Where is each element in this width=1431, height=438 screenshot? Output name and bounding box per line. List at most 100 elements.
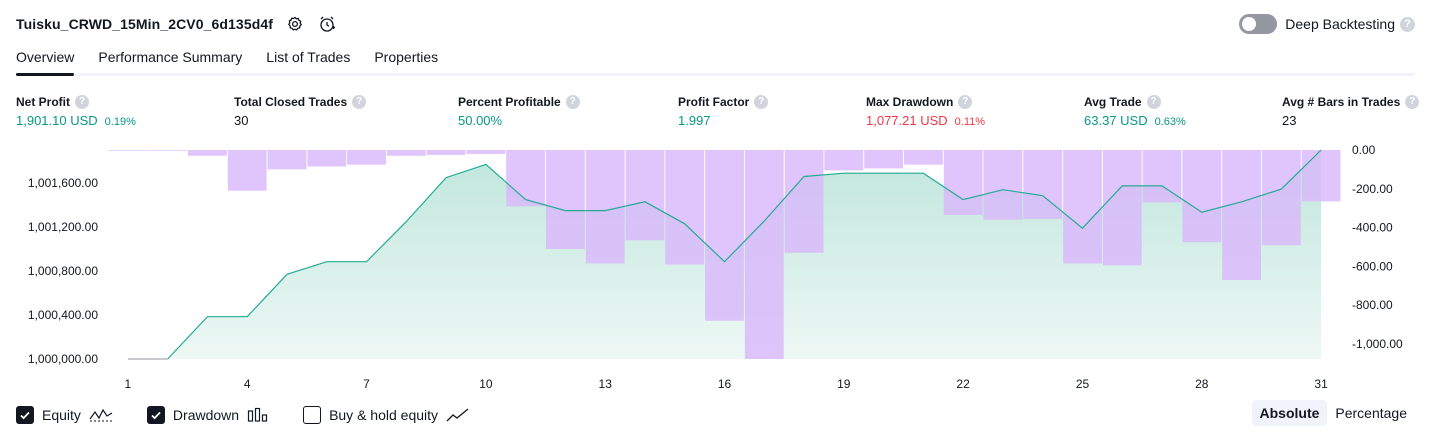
help-icon[interactable]: ?	[1405, 94, 1420, 109]
help-icon[interactable]: ?	[1146, 94, 1161, 109]
metric-value: 1.997	[678, 113, 711, 128]
drawdown-bar	[1182, 150, 1222, 243]
legend-buy-hold-label: Buy & hold equity	[329, 407, 439, 423]
drawdown-bar	[625, 150, 665, 241]
drawdown-bar	[824, 150, 864, 171]
help-icon[interactable]: ?	[754, 94, 769, 109]
x-axis-tick-label: 31	[1314, 377, 1328, 391]
metric-label: Max Drawdown	[866, 94, 954, 109]
drawdown-bar	[864, 150, 903, 169]
left-axis-tick-label: 1,000,000.00	[28, 352, 98, 366]
add-alert-icon[interactable]	[317, 14, 337, 34]
x-axis-tick-label: 28	[1195, 377, 1209, 391]
drawdown-bar	[188, 150, 227, 156]
equity-line	[167, 149, 1322, 360]
metric-avg-bars: Avg # Bars in Trades? 23	[1282, 94, 1420, 128]
metric-net-profit: Net Profit? 1,901.10 USD 0.19%	[16, 94, 136, 128]
drawdown-bar	[744, 150, 784, 359]
x-axis-tick-label: 1	[125, 377, 132, 391]
right-axis-tick-label: -1,000.00	[1352, 337, 1403, 351]
right-axis-tick-label: -200.00	[1352, 182, 1393, 196]
equity-checkbox[interactable]	[16, 406, 34, 424]
drawdown-bars-icon	[247, 407, 269, 423]
deep-backtesting-toggle[interactable]	[1239, 14, 1278, 34]
deep-backtesting-label: Deep Backtesting	[1285, 16, 1395, 32]
x-axis-tick-label: 7	[363, 377, 370, 391]
metric-profit-factor: Profit Factor? 1.997	[678, 94, 769, 128]
right-axis-tick-label: -800.00	[1352, 298, 1393, 312]
percentage-button[interactable]: Percentage	[1335, 405, 1407, 421]
metric-value: 30	[234, 113, 249, 128]
display-mode-switch: Absolute Percentage	[1251, 400, 1416, 426]
metric-value: 1,077.21 USD	[866, 113, 948, 128]
x-axis-tick-label: 16	[718, 377, 732, 391]
drawdown-bar	[784, 150, 824, 253]
drawdown-bar	[904, 150, 943, 165]
x-axis-tick-label: 19	[837, 377, 851, 391]
metric-label: Avg # Bars in Trades	[1282, 94, 1401, 109]
help-icon[interactable]: ?	[352, 94, 367, 109]
drawdown-bar	[506, 150, 545, 207]
left-axis-tick-label: 1,000,800.00	[28, 264, 98, 278]
x-axis-tick-label: 4	[244, 377, 251, 391]
legend-drawdown[interactable]: Drawdown	[146, 406, 269, 424]
help-icon[interactable]: ?	[75, 94, 89, 109]
buy-hold-checkbox[interactable]	[303, 406, 322, 424]
deep-backtesting-control: Deep Backtesting ?	[1239, 12, 1415, 36]
metric-percent-profitable: Percent Profitable? 50.00%	[458, 94, 580, 128]
x-axis-tick-label: 13	[599, 377, 613, 391]
metric-total-closed-trades: Total Closed Trades? 30	[234, 94, 367, 128]
tab-overview[interactable]: Overview	[16, 46, 75, 76]
help-icon[interactable]: ?	[958, 94, 973, 109]
buy-hold-line-icon	[446, 407, 470, 423]
drawdown-bar	[983, 150, 1023, 220]
tab-list-of-trades[interactable]: List of Trades	[266, 49, 351, 65]
metric-label: Total Closed Trades	[234, 94, 348, 109]
drawdown-bar	[1142, 150, 1182, 203]
metric-value: 1,901.10 USD	[16, 113, 98, 128]
drawdown-checkbox[interactable]	[146, 406, 165, 424]
metric-label: Net Profit	[16, 94, 70, 109]
drawdown-bar	[665, 150, 705, 265]
help-icon[interactable]: ?	[1400, 16, 1415, 32]
right-axis-tick-label: -400.00	[1352, 221, 1393, 235]
tab-performance-summary[interactable]: Performance Summary	[98, 49, 243, 65]
equity-drawdown-chart: 1,000,000.00 1,000,400.00 1,000,800.00 1,00…	[28, 143, 1403, 391]
drawdown-bar	[705, 150, 744, 321]
help-icon[interactable]: ?	[565, 94, 580, 109]
drawdown-bar	[307, 150, 347, 167]
metric-max-drawdown: Max Drawdown? 1,077.21 USD 0.11%	[866, 94, 985, 128]
drawdown-bar	[466, 150, 506, 154]
drawdown-bar	[1102, 150, 1142, 266]
metric-label: Profit Factor	[678, 94, 750, 109]
left-axis-tick-label: 1,001,200.00	[28, 220, 98, 234]
drawdown-bar	[108, 150, 148, 151]
drawdown-bar	[943, 150, 983, 215]
right-axis-tick-label: 0.00	[1352, 143, 1376, 157]
drawdown-bar	[1222, 150, 1261, 280]
metric-label: Percent Profitable	[458, 94, 561, 109]
legend-drawdown-label: Drawdown	[172, 407, 240, 423]
tab-properties[interactable]: Properties	[374, 49, 439, 65]
metric-percent: 0.19%	[104, 116, 136, 128]
drawdown-bar	[426, 150, 466, 155]
legend-buy-hold[interactable]: Buy & hold equity	[303, 406, 470, 424]
report-tabs: Overview Performance Summary List of Tra…	[16, 46, 1415, 76]
drawdown-bar	[267, 150, 307, 170]
chart-legend: Equity Drawdown Buy & hold equity Absolu…	[16, 400, 1415, 426]
x-axis-tick-label: 25	[1076, 377, 1090, 391]
drawdown-bar	[1023, 150, 1063, 219]
report-header: Tuisku_CRWD_15Min_2CV0_6d135d4f Deep Bac…	[16, 12, 1415, 36]
legend-equity[interactable]: Equity	[16, 406, 113, 424]
absolute-button[interactable]: Absolute	[1251, 400, 1328, 426]
drawdown-bar	[1063, 150, 1102, 264]
x-axis-tick-label: 22	[956, 377, 970, 391]
strategy-title: Tuisku_CRWD_15Min_2CV0_6d135d4f	[16, 16, 274, 32]
drawdown-bar	[1262, 150, 1301, 246]
metric-percent: 0.11%	[954, 116, 986, 128]
drawdown-bar	[386, 150, 426, 156]
drawdown-bar	[148, 150, 188, 151]
metric-value: 50.00%	[458, 113, 503, 128]
settings-icon[interactable]	[285, 14, 305, 34]
legend-equity-label: Equity	[42, 407, 81, 423]
